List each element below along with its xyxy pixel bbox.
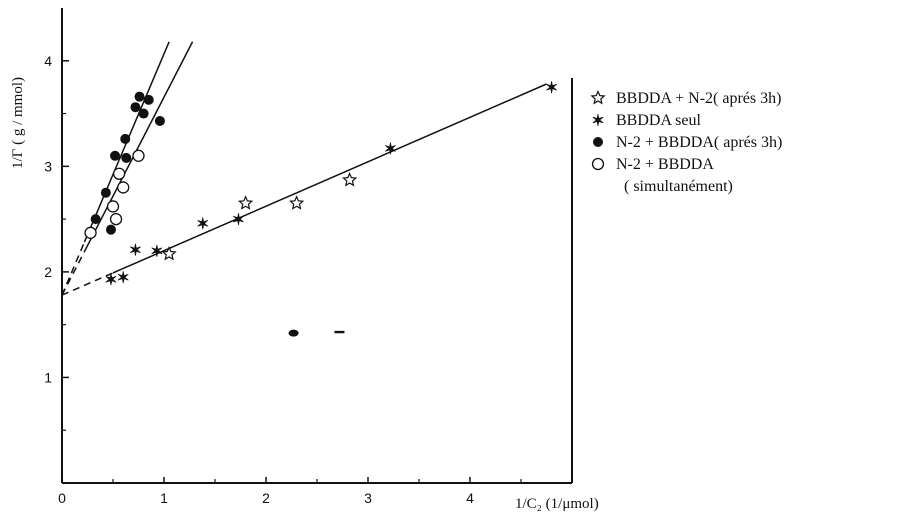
filled-circle-point <box>134 91 145 102</box>
fit-line-extrapolated <box>61 241 86 296</box>
x-tick-label: 0 <box>58 490 66 506</box>
y-axis-title: 1/Γ ( g / mmol) <box>10 77 26 169</box>
filled-circle-point <box>143 94 154 105</box>
open-star-point <box>342 172 358 187</box>
open-star-point <box>237 195 254 210</box>
open-star-point <box>288 195 305 210</box>
legend-marker <box>591 157 605 171</box>
x-tick-label: 1 <box>160 490 168 506</box>
y-tick-label: 3 <box>44 158 52 174</box>
filled-circle-point <box>154 115 165 126</box>
legend-marker <box>592 113 604 127</box>
filled-circle-point <box>100 187 111 198</box>
filled-circle-point <box>121 152 132 163</box>
y-tick-label: 1 <box>44 369 52 385</box>
x-tick-label: 2 <box>262 490 270 506</box>
legend-label: BBDDA seul <box>616 112 701 129</box>
filled-circle-point <box>110 150 121 161</box>
y-tick-label: 2 <box>44 264 52 280</box>
filled-circle-point <box>105 224 116 235</box>
x-axis-title: 1/C₂ (1/μmol) <box>515 496 599 512</box>
filled-star-point <box>385 142 396 155</box>
filled-star-point <box>233 213 244 226</box>
fit-line <box>112 83 547 274</box>
filled-circle-point <box>138 108 149 119</box>
x-tick-label: 4 <box>466 490 474 506</box>
filled-circle-point <box>120 133 131 144</box>
open-circle-point <box>84 226 97 239</box>
fit-lines <box>61 41 547 296</box>
open-circle-point <box>117 181 130 194</box>
legend: BBDDA + N-2( aprés 3h) BBDDA seul N-2 + BB… <box>590 89 782 195</box>
filled-star-point <box>117 271 129 284</box>
open-circle-point <box>106 200 120 213</box>
legend-marker <box>593 137 603 147</box>
stray-mark <box>288 329 299 337</box>
fit-line-extrapolated <box>61 251 86 296</box>
filled-circle-point <box>90 214 101 225</box>
y-tick-label: 4 <box>44 53 52 69</box>
filled-star-point <box>546 81 557 94</box>
legend-marker <box>590 89 606 105</box>
axes <box>61 8 573 484</box>
open-star-point <box>161 245 177 261</box>
x-tick-label: 3 <box>364 490 372 506</box>
fit-line-extrapolated <box>61 272 114 296</box>
filled-star-point <box>105 273 117 286</box>
filled-star-point <box>130 243 141 256</box>
filled-star-point <box>151 244 163 257</box>
legend-label: N-2 + BBDDA <box>616 156 714 173</box>
fit-line <box>83 41 194 252</box>
data-marks <box>84 81 557 337</box>
ticks: 0 1 2 3 4 1 2 3 4 1/C₂ (1/μmol) 1/Γ ( g / mmol) <box>10 53 599 512</box>
legend-label: BBDDA + N-2( aprés 3h) <box>616 90 781 107</box>
stray-mark <box>334 330 345 334</box>
filled-star-point <box>197 217 209 230</box>
open-circle-point <box>112 167 126 180</box>
legend-label: N-2 + BBDDA( aprés 3h) <box>616 134 782 151</box>
open-circle-point <box>132 149 145 162</box>
filled-circle-point <box>130 102 141 113</box>
legend-label-continued: ( simultanément) <box>624 178 733 195</box>
open-circle-point <box>109 212 123 226</box>
